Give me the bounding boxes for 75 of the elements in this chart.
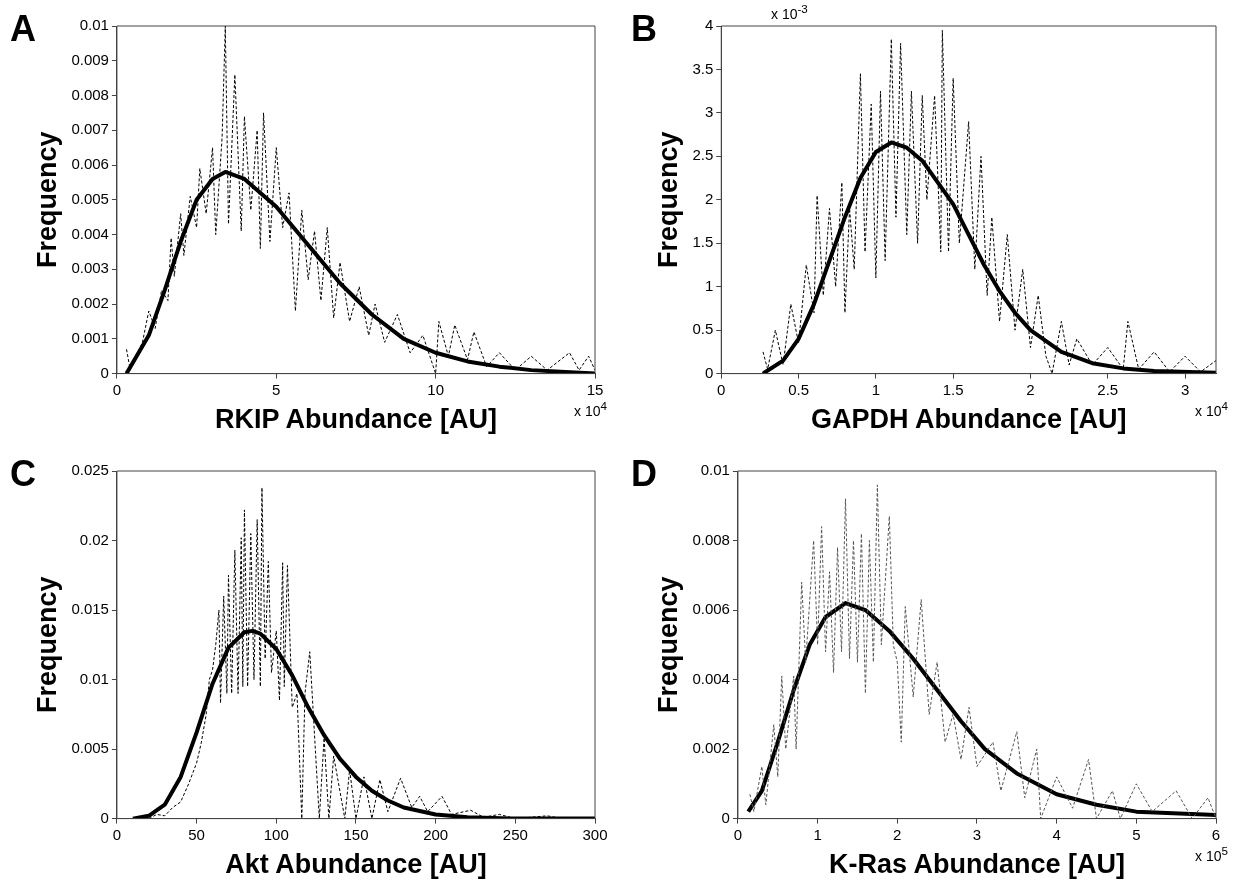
y-axis-title: Frequency <box>31 576 62 714</box>
line-series <box>762 29 1216 374</box>
line-series <box>749 484 1216 819</box>
chart-title: D <box>631 453 657 495</box>
x-tick-label: 0 <box>733 825 743 843</box>
x-tick-label: 0 <box>112 825 122 843</box>
y-tick-label: 0.008 <box>692 530 730 548</box>
chart-title: B <box>631 8 657 50</box>
x-tick-label: 0.5 <box>788 380 809 398</box>
y-tick-label: 0.004 <box>71 224 109 242</box>
x-tick-label: 300 <box>582 825 608 843</box>
x-axis-title: K-Ras Abundance [AU] <box>828 849 1125 880</box>
x-tick-label: 3 <box>972 825 982 843</box>
y-tick-label: 0.002 <box>71 294 109 312</box>
x-tick-label: 1 <box>871 380 881 398</box>
y-tick-label: 1.5 <box>692 233 714 251</box>
y-tick-label: 0.006 <box>71 155 109 173</box>
y-tick-label: 0 <box>721 808 730 826</box>
y-tick-label: 0.007 <box>71 120 109 138</box>
chart-title: A <box>10 8 36 50</box>
y-tick-label: 0.005 <box>71 189 109 207</box>
x-tick-label: 50 <box>188 825 205 843</box>
y-tick-label: 0.001 <box>71 328 109 346</box>
y-tick-label: 0.006 <box>692 600 730 618</box>
y-tick-label: 2.5 <box>692 146 714 164</box>
x-tick-label: 4 <box>1052 825 1061 843</box>
y-tick-label: 0.025 <box>71 461 109 479</box>
x-tick-label: 0 <box>112 380 122 398</box>
x-tick-label: 250 <box>502 825 528 843</box>
x-tick-label: 2 <box>893 825 902 843</box>
y-axis-title: Frequency <box>31 131 62 269</box>
x-tick-label: 2.5 <box>1097 380 1119 398</box>
y-tick-label: 0 <box>704 363 714 381</box>
y-tick-label: 3 <box>704 103 714 121</box>
y-tick-label: 2 <box>704 189 714 207</box>
x-tick-label: 6 <box>1211 825 1221 843</box>
x-tick-label: 5 <box>272 380 281 398</box>
text: x 10$^{-3}$ <box>771 2 808 22</box>
x-tick-label: 200 <box>423 825 449 843</box>
y-tick-label: 0.01 <box>79 16 109 34</box>
y-tick-label: 0.004 <box>692 669 730 687</box>
x-tick-label: 5 <box>1132 825 1141 843</box>
y-tick-label: 0.015 <box>71 600 109 618</box>
y-tick-label: 0 <box>100 808 109 826</box>
x-axis-title: RKIP Abundance [AU] <box>214 404 497 435</box>
x-tick-label: 150 <box>343 825 369 843</box>
y-tick-label: 0.01 <box>700 461 730 479</box>
y-tick-label: 0.01 <box>79 669 109 687</box>
x-tick-label: 2 <box>1026 380 1035 398</box>
x-axis-title: GAPDH Abundance [AU] <box>810 404 1127 435</box>
y-tick-label: 0.02 <box>79 530 109 548</box>
x-tick-label: 1 <box>813 825 822 843</box>
y-tick-label: 0.002 <box>692 739 730 757</box>
y-tick-label: 0.5 <box>692 320 714 338</box>
y-tick-label: 4 <box>704 16 714 34</box>
x-axis-title: Akt Abundance [AU] <box>225 849 487 880</box>
x-tick-label: 10 <box>427 380 444 398</box>
text: x 10$^{4}$ <box>1195 399 1228 419</box>
y-tick-label: 0 <box>100 363 109 381</box>
y-tick-label: 1 <box>704 276 714 294</box>
chart-title: C <box>10 453 36 495</box>
y-axis-title: Frequency <box>652 131 683 269</box>
y-tick-label: 0.003 <box>71 259 109 277</box>
text: x 10$^{4}$ <box>574 399 607 419</box>
x-tick-label: 100 <box>263 825 289 843</box>
x-tick-label: 1.5 <box>942 380 964 398</box>
x-tick-label: 3 <box>1180 380 1190 398</box>
y-tick-label: 0.009 <box>71 50 109 68</box>
y-tick-label: 3.5 <box>692 59 714 77</box>
y-tick-label: 0.005 <box>71 739 109 757</box>
y-axis-title: Frequency <box>652 576 683 714</box>
text: x 10$^{5}$ <box>1195 844 1228 864</box>
line-series <box>126 26 595 374</box>
y-tick-label: 0.008 <box>71 85 109 103</box>
x-tick-label: 15 <box>586 380 604 398</box>
